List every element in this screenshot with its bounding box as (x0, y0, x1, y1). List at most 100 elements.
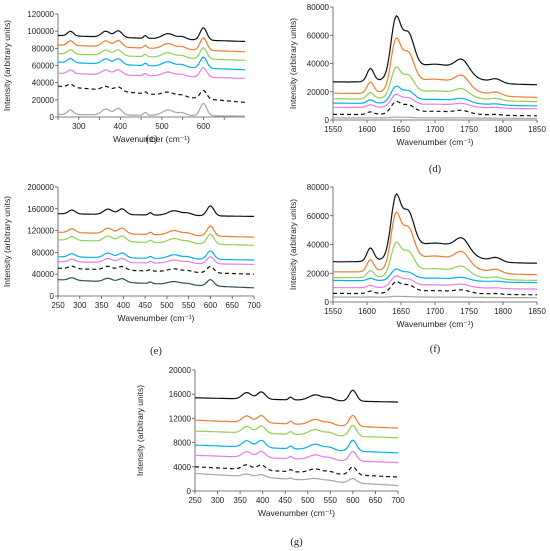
y-axis-label: Intensity (arbitrary units) (288, 18, 298, 109)
y-tick-label: 200000 (27, 183, 54, 192)
series-line-orange (194, 414, 399, 429)
series-line-gray (333, 295, 537, 299)
y-axis-label: Intensity (arbitrary units) (2, 196, 12, 287)
series-line-black (332, 14, 537, 86)
x-tick-label: 250 (188, 496, 202, 505)
y-tick-label: 4000 (173, 463, 191, 472)
x-tick-label: 600 (346, 496, 360, 505)
x-tick-label: 1800 (494, 125, 512, 134)
chart-f: 0 20000 40000 60000 80000 1550 1600 1650 1700 175… (288, 183, 546, 355)
y-tick-label: 40000 (32, 270, 55, 279)
x-tick-label: 400 (117, 301, 131, 310)
y-tick-label: 40000 (32, 79, 55, 88)
y-tick-label: 40000 (307, 241, 330, 250)
x-axis-label: Wavenumber (cm⁻¹) (118, 313, 195, 323)
series-line-green (58, 233, 254, 246)
x-tick-label: 1700 (426, 307, 444, 316)
x-tick-label: 1850 (528, 125, 546, 134)
x-tick-label: 500 (155, 122, 169, 131)
x-tick-label: 1550 (324, 307, 342, 316)
y-tick-label: 40000 (307, 60, 330, 69)
x-tick-label: 300 (72, 122, 86, 131)
series-line-magenta (195, 450, 399, 464)
series-line-blue (333, 268, 537, 284)
x-tick-label: 1600 (358, 307, 376, 316)
x-tick-label: 400 (256, 496, 270, 505)
y-tick-label: 20000 (307, 88, 330, 97)
panel-label: (d) (429, 164, 442, 175)
x-tick-label: 300 (211, 496, 225, 505)
chart-g: 0 4000 8000 12000 16000 20000 250 300 350 400 450 5… (135, 366, 405, 548)
y-tick-label: 80000 (307, 183, 330, 192)
series-line-dashed (333, 281, 537, 296)
x-tick-label: 1650 (392, 125, 410, 134)
y-tick-label: 0 (50, 113, 55, 122)
series-line-magenta (57, 66, 246, 79)
x-tick-label: 550 (182, 301, 196, 310)
y-tick-label: 60000 (307, 31, 330, 40)
series-line-gray (195, 472, 399, 487)
series-line-gray (58, 102, 245, 117)
y-tick-label: 0 (325, 298, 330, 307)
x-tick-label: 250 (51, 301, 65, 310)
y-tick-label: 60000 (307, 212, 330, 221)
chart-d: 0 20000 40000 60000 80000 1550 1600 1650 1700 175… (288, 3, 546, 175)
y-tick-label: 20000 (307, 269, 330, 278)
x-tick-label: 400 (114, 122, 128, 131)
x-tick-label: 1650 (392, 307, 410, 316)
x-axis-label: Wavenumber (cm⁻¹) (258, 508, 335, 518)
x-tick-label: 500 (160, 301, 174, 310)
series-line-blue (194, 439, 399, 454)
series-line-green (58, 47, 245, 61)
series-line-black (58, 27, 246, 43)
x-tick-label: 450 (138, 301, 152, 310)
x-axis-label: Wavenumber (cm⁻¹) (397, 319, 474, 329)
y-tick-label: 60000 (32, 62, 55, 71)
series-line-orange (333, 211, 537, 276)
x-tick-label: 1750 (460, 307, 478, 316)
x-tick-label: 650 (226, 301, 240, 310)
x-tick-label: 350 (95, 301, 109, 310)
x-tick-label: 1700 (426, 125, 444, 134)
x-tick-label: 700 (391, 496, 405, 505)
x-tick-label: 300 (73, 301, 87, 310)
x-tick-label: 1750 (460, 125, 478, 134)
series-line-magenta (58, 256, 254, 265)
chart-e: 0 40000 80000 120000 160000 200000 250 300 350 40… (2, 183, 261, 357)
series-line-darkslate (57, 277, 254, 289)
series-line-dashed (57, 83, 246, 103)
series-line-green (333, 241, 537, 281)
y-tick-label: 80000 (32, 248, 55, 257)
y-tick-label: 8000 (173, 439, 191, 448)
x-tick-label: 1600 (358, 125, 376, 134)
chart-c: 0 20000 40000 60000 80000 100000 120000 300 400 5… (2, 10, 246, 145)
y-tick-label: 160000 (27, 205, 54, 214)
series-line-orange (57, 225, 254, 238)
y-tick-label: 0 (50, 292, 55, 301)
series-line-dashed (58, 265, 254, 275)
y-axis-label: Intensity (arbitrary units) (2, 20, 12, 111)
panel-label: (e) (150, 346, 162, 357)
series-line-blue (58, 56, 246, 71)
x-tick-label: 1550 (324, 125, 342, 134)
panel-label: (f) (430, 344, 441, 355)
series-line-black (194, 389, 399, 403)
x-axis-label: Wavenumber (cm⁻¹) (113, 134, 190, 144)
y-tick-label: 16000 (169, 390, 192, 399)
y-tick-label: 0 (187, 487, 192, 496)
series-line-green (333, 66, 537, 103)
series-line-green (195, 424, 399, 439)
series-line-black (58, 205, 254, 217)
y-tick-label: 0 (325, 116, 330, 125)
x-tick-label: 600 (204, 301, 218, 310)
x-tick-label: 350 (233, 496, 247, 505)
y-axis-label: Intensity (arbitrary units) (288, 199, 298, 290)
y-tick-label: 20000 (32, 96, 55, 105)
panel-label: (c) (146, 134, 158, 145)
series-line-gray (333, 116, 537, 119)
x-tick-label: 500 (301, 496, 315, 505)
y-tick-label: 80000 (307, 3, 330, 12)
y-tick-label: 100000 (27, 27, 54, 36)
x-tick-label: 1800 (494, 307, 512, 316)
y-tick-label: 80000 (32, 44, 55, 53)
